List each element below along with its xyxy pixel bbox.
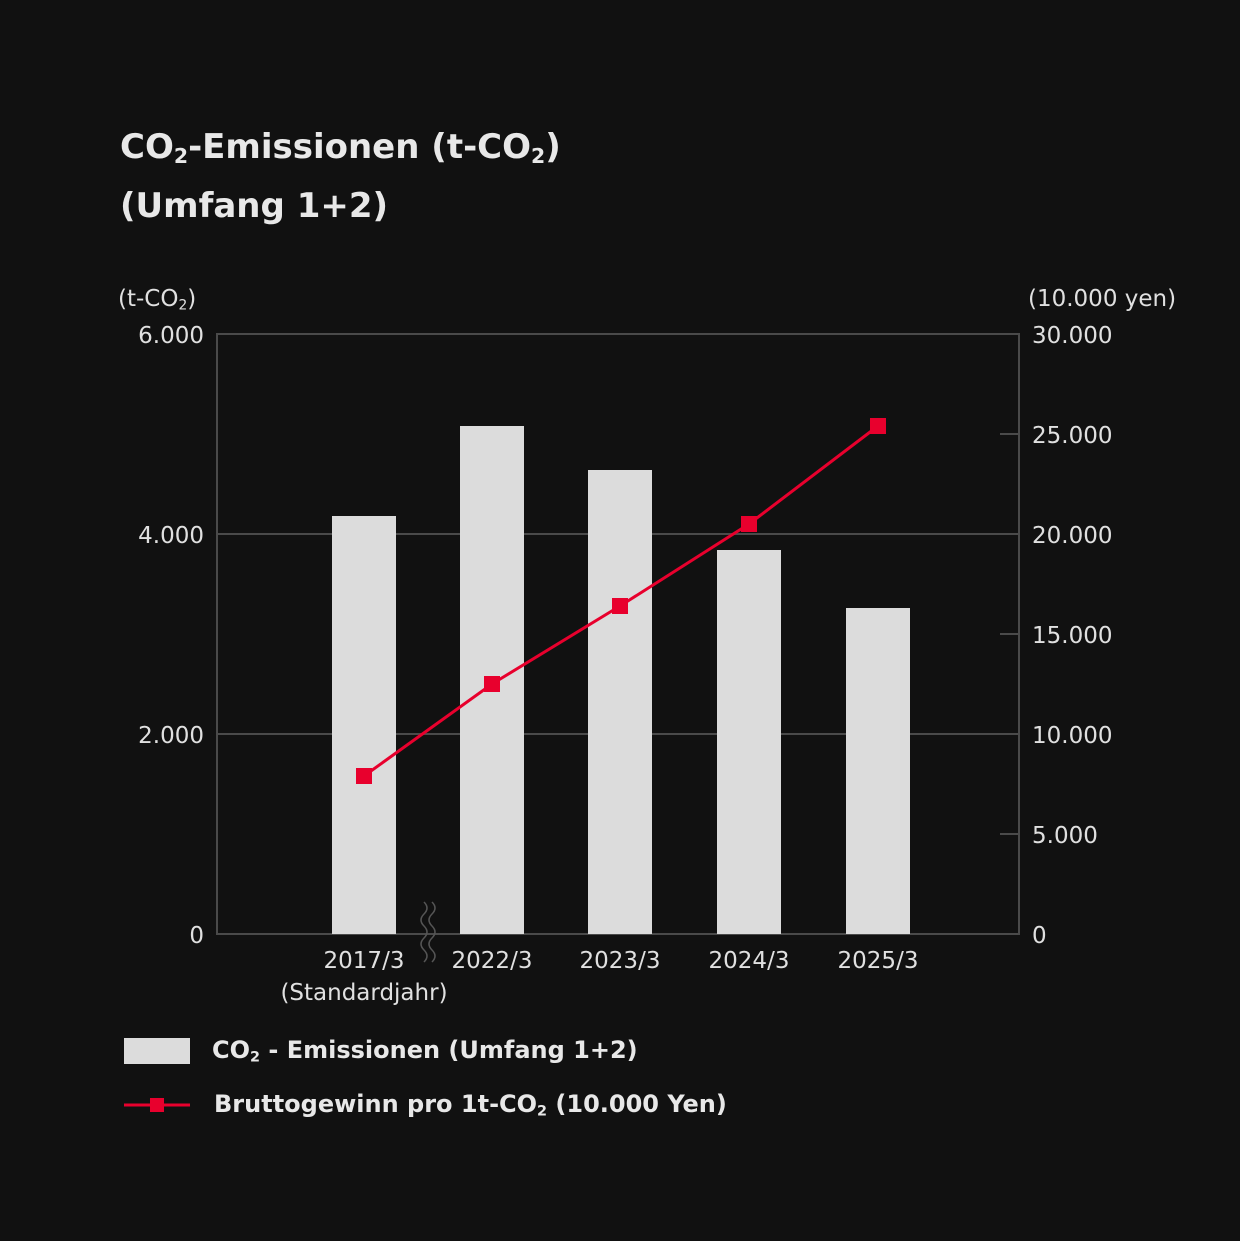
line-point xyxy=(870,418,886,434)
right-axis-unit: (10.000 yen) xyxy=(1028,286,1177,312)
right-tick-label: 0 xyxy=(1032,923,1047,949)
bar xyxy=(332,516,396,934)
left-tick-label: 6.000 xyxy=(138,323,204,349)
legend-bar-swatch xyxy=(124,1038,190,1064)
legend-text: Bruttogewinn pro 1t-CO xyxy=(214,1090,538,1118)
legend-text: (10.000 Yen) xyxy=(547,1090,727,1118)
title-sub: 2 xyxy=(173,144,189,169)
x-tick-label: 2025/3 xyxy=(838,948,919,974)
x-tick-sublabel: (Standardjahr) xyxy=(280,980,447,1006)
line-point xyxy=(484,676,500,692)
left-tick-label: 2.000 xyxy=(138,723,204,749)
right-tick-label: 25.000 xyxy=(1032,423,1112,449)
unit-text: (t-CO xyxy=(118,286,179,312)
title-line2: (Umfang 1+2) xyxy=(120,186,389,227)
right-tick-label: 20.000 xyxy=(1032,523,1112,549)
legend-line-label: Bruttogewinn pro 1t-CO2 (10.000 Yen) xyxy=(214,1090,727,1120)
axis-break-icon xyxy=(428,901,436,963)
x-tick-label: 2017/3 xyxy=(324,948,405,974)
left-tick-label: 0 xyxy=(189,923,204,949)
x-tick-label: 2023/3 xyxy=(580,948,661,974)
bar xyxy=(588,470,652,934)
legend-line-marker xyxy=(124,1098,190,1112)
bar xyxy=(846,608,910,934)
chart-title: CO2-Emissionen (t-CO2) (Umfang 1+2) xyxy=(120,122,561,231)
left-axis-unit: (t-CO2) xyxy=(118,286,196,313)
left-tick-label: 4.000 xyxy=(138,523,204,549)
legend-text: CO xyxy=(212,1036,251,1064)
legend-sub: 2 xyxy=(250,1049,261,1066)
title-text: ) xyxy=(545,127,561,167)
legend-bar-label: CO2 - Emissionen (Umfang 1+2) xyxy=(212,1036,638,1066)
unit-text: ) xyxy=(187,286,197,312)
right-tick-label: 10.000 xyxy=(1032,723,1112,749)
legend-sub: 2 xyxy=(537,1103,548,1120)
line-point xyxy=(741,516,757,532)
legend-text: - Emissionen (Umfang 1+2) xyxy=(260,1036,638,1064)
x-tick-label: 2022/3 xyxy=(452,948,533,974)
bar xyxy=(717,550,781,934)
right-tick-label: 30.000 xyxy=(1032,323,1112,349)
axis-break-icon xyxy=(420,901,428,963)
unit-sub: 2 xyxy=(178,297,188,314)
title-text: -Emissionen (t-CO xyxy=(188,127,532,167)
right-tick-label: 15.000 xyxy=(1032,623,1112,649)
x-tick-label: 2024/3 xyxy=(709,948,790,974)
line-point xyxy=(356,768,372,784)
right-tick-label: 5.000 xyxy=(1032,823,1098,849)
line-point xyxy=(612,598,628,614)
title-text: CO xyxy=(120,127,174,167)
title-sub: 2 xyxy=(531,144,546,169)
